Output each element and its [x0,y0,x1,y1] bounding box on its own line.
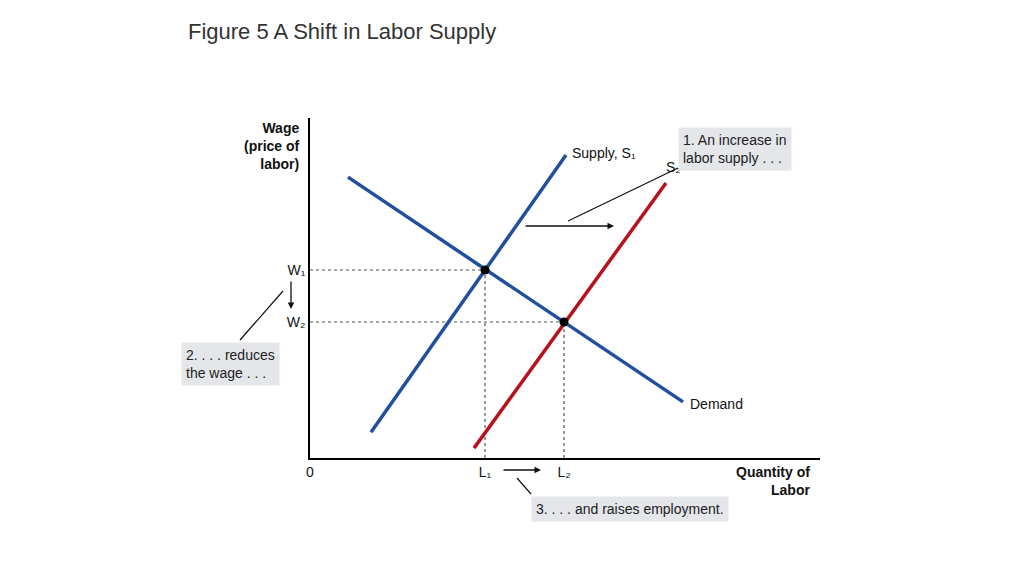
svg-text:2. . . . reducesthe wage . . .: 2. . . . reducesthe wage . . . [186,347,275,381]
svg-text:Quantity ofLabor: Quantity ofLabor [736,464,810,498]
svg-text:Wage(price oflabor): Wage(price oflabor) [244,120,300,172]
svg-text:1. An increase inlabor supply: 1. An increase inlabor supply . . . [683,132,787,166]
svg-text:Figure 5 A Shift in Labor Supp: Figure 5 A Shift in Labor Supply [188,19,496,44]
svg-text:S₂: S₂ [666,159,681,175]
svg-text:L₂: L₂ [557,464,570,480]
svg-text:3. . . . and raises employment: 3. . . . and raises employment. [536,501,724,517]
svg-text:Demand: Demand [690,396,743,412]
svg-text:L₁: L₁ [479,464,492,480]
svg-text:Supply, S₁: Supply, S₁ [572,145,636,161]
svg-text:W₁: W₁ [288,262,306,278]
svg-text:0: 0 [306,464,314,480]
svg-text:W₂: W₂ [287,314,306,330]
